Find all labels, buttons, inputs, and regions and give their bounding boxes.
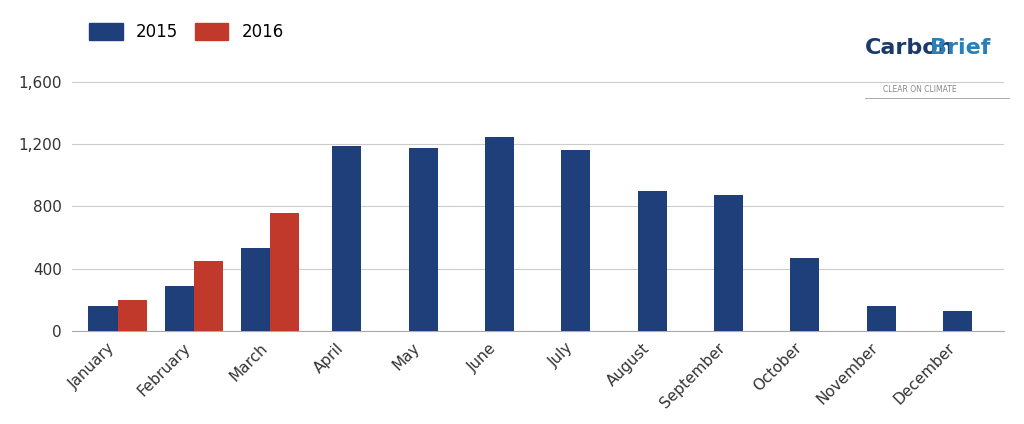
Bar bbox=[409, 148, 437, 331]
Legend: 2015, 2016: 2015, 2016 bbox=[89, 23, 284, 41]
Text: Carbon: Carbon bbox=[865, 38, 954, 58]
Bar bbox=[332, 146, 361, 331]
Bar bbox=[242, 248, 270, 331]
Bar bbox=[943, 310, 972, 331]
Text: CLEAR ON CLIMATE: CLEAR ON CLIMATE bbox=[883, 85, 956, 94]
Bar bbox=[714, 195, 743, 331]
Bar bbox=[561, 151, 590, 331]
Bar bbox=[165, 286, 194, 331]
Text: Brief: Brief bbox=[930, 38, 990, 58]
Bar bbox=[88, 306, 118, 331]
Bar bbox=[485, 137, 514, 331]
Bar bbox=[866, 306, 896, 331]
Bar bbox=[194, 261, 223, 331]
Bar bbox=[118, 300, 146, 331]
Bar bbox=[791, 258, 819, 331]
Bar bbox=[638, 191, 667, 331]
Bar bbox=[270, 212, 299, 331]
